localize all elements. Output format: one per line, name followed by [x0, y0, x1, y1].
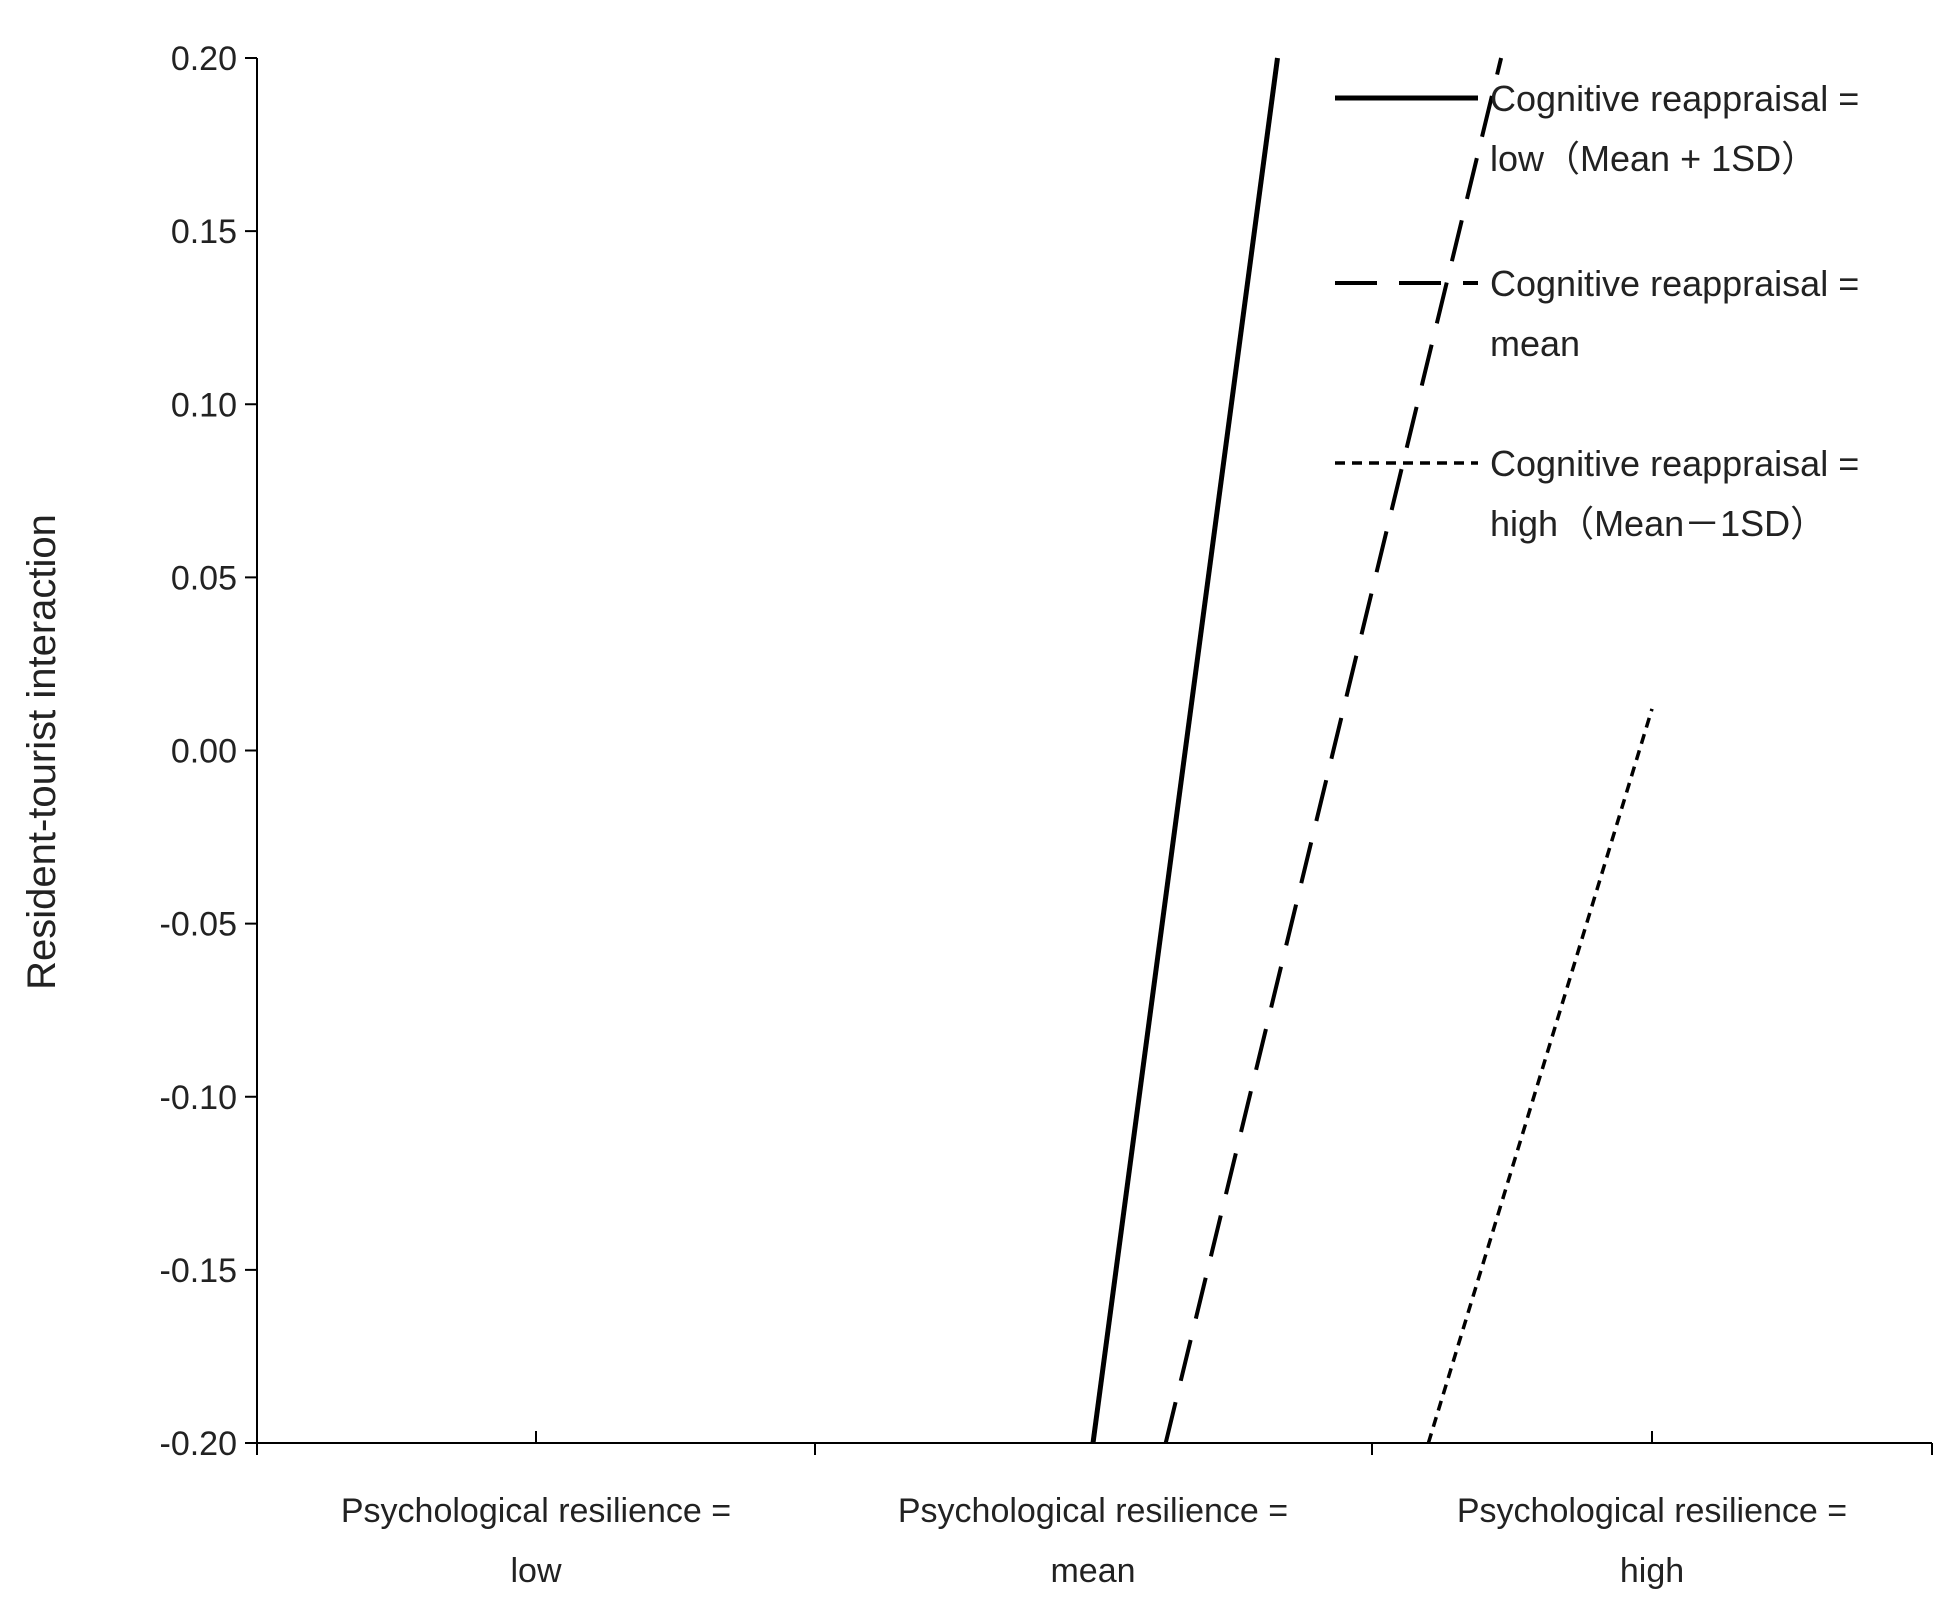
series-lines	[1090, 57, 1654, 1444]
x-tick-label: mean	[1050, 1552, 1135, 1590]
x-tick-label: Psychological resilience =	[1457, 1492, 1847, 1530]
x-tick-label: Psychological resilience =	[341, 1492, 731, 1530]
y-tick-label: 0.10	[171, 386, 237, 424]
x-tick-label: low	[510, 1552, 561, 1590]
y-tick-label: -0.10	[160, 1079, 238, 1117]
y-tick-label: 0.00	[171, 733, 237, 771]
series-line-solid	[1090, 57, 1280, 1444]
y-tick-label: 0.15	[171, 213, 237, 251]
legend-label: high（Mean－1SD）	[1490, 503, 1826, 544]
x-tick-label: Psychological resilience =	[898, 1492, 1288, 1530]
series-line-dotted	[1426, 708, 1654, 1444]
y-tick-label: -0.05	[160, 906, 238, 944]
y-tick-label: 0.20	[171, 40, 237, 78]
y-axis: 0.20 0.15 0.10 0.05 0.00 -0.05 -0.10 -0.15 -0.20	[160, 40, 258, 1463]
legend-label: Cognitive reappraisal =	[1490, 263, 1859, 304]
legend-label: Cognitive reappraisal =	[1490, 78, 1859, 119]
y-tick-label: -0.15	[160, 1252, 238, 1290]
series-line-dashed	[1163, 57, 1504, 1444]
x-axis: Psychological resilience = low Psychologic…	[256, 1431, 1933, 1590]
x-tick-label: high	[1620, 1552, 1684, 1590]
legend-label: mean	[1490, 323, 1580, 364]
y-axis-title: Resident-tourist interaction	[20, 514, 64, 990]
y-tick-label: -0.20	[160, 1425, 238, 1463]
legend-label: low（Mean + 1SD）	[1490, 138, 1817, 179]
legend-label: Cognitive reappraisal =	[1490, 443, 1859, 484]
y-tick-label: 0.05	[171, 559, 237, 597]
legend: Cognitive reappraisal = low（Mean + 1SD） Co…	[1335, 78, 1859, 544]
